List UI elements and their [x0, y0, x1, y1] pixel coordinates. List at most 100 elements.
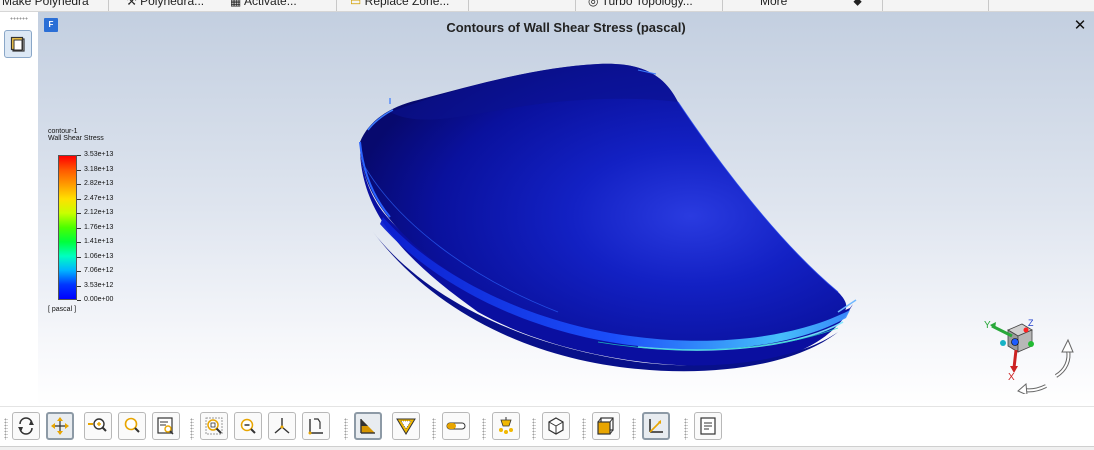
- turbo-topology-label: Turbo Topology...: [601, 0, 693, 8]
- toolbar-separator: [882, 0, 883, 11]
- probe-icon: [446, 422, 466, 430]
- make-polyhedra-button[interactable]: Make Polyhedra: [2, 0, 89, 8]
- grid-icon: ▦: [230, 0, 245, 8]
- polyhedra-label: Polyhedra...: [140, 0, 205, 8]
- top-toolbar: Make Polyhedra ⚒ Polyhedra... ▦ Activate…: [0, 0, 1094, 12]
- toolbar-grip[interactable]: [482, 418, 486, 440]
- probe-button[interactable]: [442, 412, 470, 440]
- legend-tick-label: 2.47e+13: [84, 194, 114, 202]
- zoom-box-button[interactable]: [152, 412, 180, 440]
- legend-tick-label: 1.06e+13: [84, 252, 114, 260]
- close-icon[interactable]: ✕: [1073, 17, 1087, 34]
- left-panel: [0, 12, 38, 406]
- graphics-toolbar: [0, 406, 1094, 450]
- more-label: More: [760, 0, 788, 8]
- toolbar-grip[interactable]: [4, 418, 8, 440]
- legend-tick-mark: [77, 285, 81, 287]
- legend-contour-name: contour-1: [48, 128, 78, 135]
- graphics-viewport[interactable]: F Contours of Wall Shear Stress (pascal)…: [38, 12, 1094, 406]
- legend-tick-mark: [77, 227, 81, 229]
- zoom-icon: [124, 417, 140, 433]
- wrench-icon: ⚒: [126, 0, 141, 8]
- legend-units: [ pascal ]: [48, 306, 77, 313]
- coordinate-axes-button[interactable]: [642, 412, 670, 440]
- toolbar-grip[interactable]: [582, 418, 586, 440]
- legend-tick-label: 2.12e+13: [84, 209, 114, 216]
- axis-triad[interactable]: Y X Z: [982, 316, 1052, 380]
- pan-button[interactable]: [46, 412, 74, 440]
- zoom-box-icon: [157, 417, 174, 435]
- legend-tick-label: 3.53e+12: [84, 281, 114, 289]
- replace-zone-label: Replace Zone...: [364, 0, 450, 8]
- toolbar-grip[interactable]: [344, 418, 348, 440]
- clip-button[interactable]: [392, 412, 420, 440]
- graphics-window-button[interactable]: [4, 30, 32, 58]
- toolbar-separator: [336, 0, 337, 11]
- window-icon: [10, 36, 25, 52]
- viewport-title: Contours of Wall Shear Stress (pascal): [446, 20, 686, 35]
- axes-button[interactable]: [268, 412, 296, 440]
- fit-to-window-button[interactable]: [200, 412, 228, 440]
- cube-view-icon: [597, 417, 614, 435]
- activate-button[interactable]: ▦ Activate...: [230, 0, 297, 8]
- rotate-view-arrows[interactable]: [1016, 334, 1076, 394]
- mesh-display-button[interactable]: [354, 412, 382, 440]
- fit-to-window-icon: [205, 417, 223, 435]
- toolbar-grip[interactable]: [684, 418, 688, 440]
- panel-grip[interactable]: [10, 17, 28, 20]
- report-button[interactable]: [694, 412, 722, 440]
- surface-body: [359, 63, 857, 372]
- triad-x-label: X: [1008, 372, 1015, 380]
- legend-tick-mark: [77, 169, 81, 171]
- rotate-button[interactable]: [12, 412, 40, 440]
- legend-tick-mark: [77, 300, 81, 301]
- toolbar-grip[interactable]: [432, 418, 436, 440]
- turbo-topology-button[interactable]: ◎ Turbo Topology...: [588, 0, 693, 8]
- contour-surface[interactable]: [38, 12, 1094, 406]
- legend-tick-mark: [77, 198, 81, 200]
- zoom-button[interactable]: [118, 412, 146, 440]
- dropdown-icon: ⬥: [853, 0, 862, 8]
- view-orientation-icon: [308, 418, 323, 435]
- mesh-display-icon: [360, 419, 375, 434]
- more-dropdown[interactable]: More ⬥: [760, 0, 862, 9]
- legend-tick-label: 7.06e+12: [84, 267, 114, 274]
- pan-icon: [51, 417, 69, 435]
- clip-icon: [396, 418, 416, 435]
- toolbar-separator: [722, 0, 723, 11]
- toolbar-separator: [468, 0, 469, 11]
- toolbar-grip[interactable]: [532, 418, 536, 440]
- turbo-icon: ◎: [588, 0, 602, 8]
- coordinate-axes-icon: [649, 419, 663, 433]
- toolbar-separator: [575, 0, 576, 11]
- toolbar-grip[interactable]: [190, 418, 194, 440]
- view-orientation-button[interactable]: [302, 412, 330, 440]
- replace-zone-button[interactable]: ▭ Replace Zone...: [350, 0, 449, 8]
- legend-tick-label: 3.18e+13: [84, 165, 114, 173]
- polyhedra-button[interactable]: ⚒ Polyhedra...: [126, 0, 204, 8]
- legend-variable: Wall Shear Stress: [48, 135, 104, 142]
- zoom-out-icon: [240, 418, 256, 434]
- activate-label: Activate...: [244, 0, 297, 8]
- legend-tick-mark: [77, 213, 81, 214]
- lighting-button[interactable]: [492, 412, 520, 440]
- zoom-in-out-button[interactable]: [84, 412, 112, 440]
- toolbar-separator: [988, 0, 989, 11]
- axes-icon: [274, 418, 290, 434]
- folder-icon: ▭: [350, 0, 365, 8]
- legend-tick-label: 1.41e+13: [84, 238, 114, 245]
- zoom-out-button[interactable]: [234, 412, 262, 440]
- fluent-logo-icon: F: [44, 18, 58, 32]
- legend-tick-label: 2.82e+13: [84, 180, 114, 187]
- toolbar-grip[interactable]: [632, 418, 636, 440]
- legend-tick-mark: [77, 184, 81, 185]
- cube-view-button[interactable]: [592, 412, 620, 440]
- box-view-button[interactable]: [542, 412, 570, 440]
- legend-tick-mark: [77, 242, 81, 243]
- legend-tick-label: 1.76e+13: [84, 223, 114, 231]
- triad-y-label: Y: [984, 320, 991, 331]
- legend-tick-label: 3.53e+13: [84, 151, 114, 158]
- box-view-icon: [548, 417, 564, 435]
- triad-z-label: Z: [1028, 318, 1034, 328]
- legend-tick-label: 0.00e+00: [84, 296, 114, 303]
